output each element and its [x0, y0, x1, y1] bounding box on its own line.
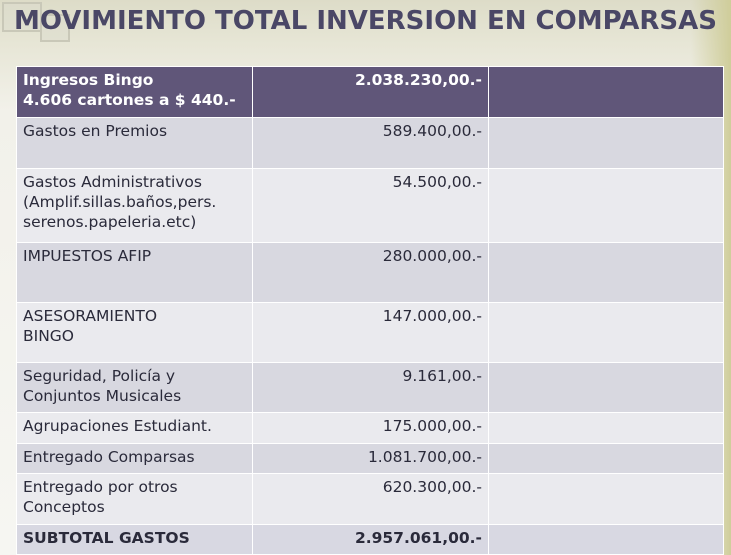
row-amount: 589.400,00.-	[252, 117, 489, 169]
table-row: Entregado Comparsas 1.081.700,00.-	[16, 443, 724, 474]
table-row: ASESORAMIENTO BINGO 147.000,00.-	[16, 302, 724, 363]
row-amount: 1.081.700,00.-	[252, 443, 489, 474]
table-row: Gastos Administrativos (Amplif.sillas.ba…	[16, 168, 724, 243]
table-row: Agrupaciones Estudiant. 175.000,00.-	[16, 412, 724, 444]
slide-title: MOVIMIENTO TOTAL INVERSION EN COMPARSAS	[14, 6, 717, 36]
row-empty-cell	[488, 302, 724, 363]
row-empty-cell	[488, 412, 724, 444]
row-label: Gastos Administrativos (Amplif.sillas.ba…	[16, 168, 253, 243]
table-row: Seguridad, Policía y Conjuntos Musicales…	[16, 362, 724, 413]
table-header-row: Ingresos Bingo 4.606 cartones a $ 440.- …	[16, 66, 724, 118]
row-empty-cell	[488, 362, 724, 413]
decorative-square-2	[40, 14, 70, 42]
header-amount: 2.038.230,00.-	[252, 66, 489, 118]
decorative-square-1	[2, 2, 42, 32]
row-empty-cell	[488, 117, 724, 169]
subtotal-amount: 2.957.061,00.-	[252, 524, 489, 555]
row-label: IMPUESTOS AFIP	[16, 242, 253, 303]
row-amount: 620.300,00.-	[252, 473, 489, 525]
row-label: ASESORAMIENTO BINGO	[16, 302, 253, 363]
row-label: Entregado por otros Conceptos	[16, 473, 253, 525]
subtotal-empty-cell	[488, 524, 724, 555]
row-amount: 175.000,00.-	[252, 412, 489, 444]
row-amount: 54.500,00.-	[252, 168, 489, 243]
row-amount: 9.161,00.-	[252, 362, 489, 413]
row-empty-cell	[488, 443, 724, 474]
row-label: Seguridad, Policía y Conjuntos Musicales	[16, 362, 253, 413]
row-label: Gastos en Premios	[16, 117, 253, 169]
row-amount: 147.000,00.-	[252, 302, 489, 363]
header-extra	[488, 66, 724, 118]
header-label: Ingresos Bingo 4.606 cartones a $ 440.-	[16, 66, 253, 118]
row-label: Entregado Comparsas	[16, 443, 253, 474]
row-empty-cell	[488, 168, 724, 243]
table-row: IMPUESTOS AFIP 280.000,00.-	[16, 242, 724, 303]
row-amount: 280.000,00.-	[252, 242, 489, 303]
table-row: Gastos en Premios 589.400,00.-	[16, 117, 724, 169]
row-label: Agrupaciones Estudiant.	[16, 412, 253, 444]
row-empty-cell	[488, 242, 724, 303]
subtotal-label: SUBTOTAL GASTOS	[16, 524, 253, 555]
investment-table: Ingresos Bingo 4.606 cartones a $ 440.- …	[16, 66, 724, 555]
row-empty-cell	[488, 473, 724, 525]
subtotal-row: SUBTOTAL GASTOS 2.957.061,00.-	[16, 524, 724, 555]
table-row: Entregado por otros Conceptos 620.300,00…	[16, 473, 724, 525]
